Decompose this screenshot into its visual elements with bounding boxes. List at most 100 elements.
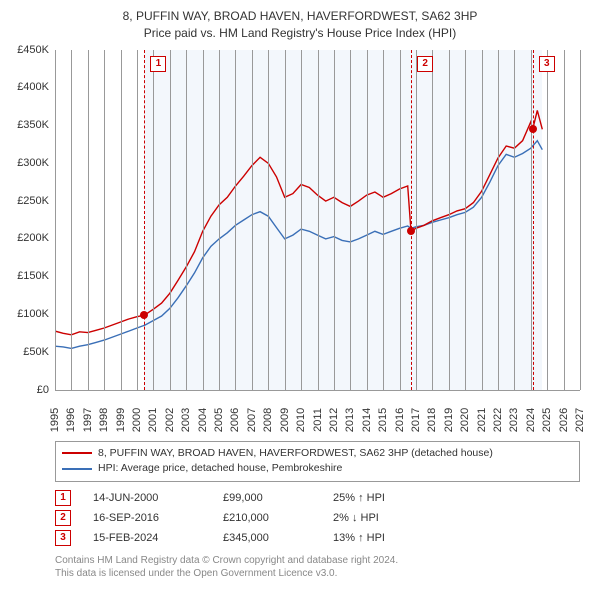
x-gridline <box>235 50 236 390</box>
x-gridline <box>121 50 122 390</box>
chart-area: £0£50K£100K£150K£200K£250K£300K£350K£400… <box>55 50 580 391</box>
event-date: 16-SEP-2016 <box>93 512 223 524</box>
legend-label: 8, PUFFIN WAY, BROAD HAVEN, HAVERFORDWES… <box>98 446 493 462</box>
x-tick-label: 2014 <box>361 407 373 431</box>
x-gridline <box>268 50 269 390</box>
x-gridline <box>367 50 368 390</box>
marker-badge: 1 <box>150 56 166 72</box>
legend-item: HPI: Average price, detached house, Pemb… <box>62 461 573 477</box>
footer: Contains HM Land Registry data © Crown c… <box>55 554 580 580</box>
event-badge: 3 <box>55 530 71 546</box>
x-gridline <box>203 50 204 390</box>
x-tick-label: 2007 <box>246 407 258 431</box>
x-tick-label: 2000 <box>131 407 143 431</box>
x-gridline <box>514 50 515 390</box>
event-price: £99,000 <box>223 492 333 504</box>
x-gridline <box>170 50 171 390</box>
x-gridline <box>318 50 319 390</box>
event-price: £210,000 <box>223 512 333 524</box>
x-tick-label: 2013 <box>344 407 356 431</box>
x-tick-label: 2021 <box>476 407 488 431</box>
x-tick-label: 1998 <box>98 407 110 431</box>
event-row: 3 15-FEB-2024£345,00013% ↑ HPI <box>55 528 580 548</box>
title-line1: 8, PUFFIN WAY, BROAD HAVEN, HAVERFORDWES… <box>0 8 600 25</box>
x-gridline <box>252 50 253 390</box>
x-gridline <box>432 50 433 390</box>
x-gridline <box>285 50 286 390</box>
x-gridline <box>383 50 384 390</box>
x-tick-label: 2001 <box>147 407 159 431</box>
x-gridline <box>104 50 105 390</box>
legend-swatch <box>62 468 92 470</box>
x-gridline <box>71 50 72 390</box>
x-tick-label: 1997 <box>82 407 94 431</box>
chart-container: 8, PUFFIN WAY, BROAD HAVEN, HAVERFORDWES… <box>0 0 600 590</box>
series-line <box>55 140 542 348</box>
marker-badge: 2 <box>417 56 433 72</box>
x-gridline <box>137 50 138 390</box>
title-line2: Price paid vs. HM Land Registry's House … <box>0 25 600 42</box>
event-row: 2 16-SEP-2016£210,0002% ↓ HPI <box>55 508 580 528</box>
x-tick-label: 2016 <box>394 407 406 431</box>
x-tick-label: 1999 <box>115 407 127 431</box>
x-tick-label: 2005 <box>213 407 225 431</box>
marker-line <box>144 50 145 390</box>
x-gridline <box>482 50 483 390</box>
x-gridline <box>498 50 499 390</box>
y-tick-label: £200K <box>17 232 49 244</box>
x-gridline <box>219 50 220 390</box>
event-pct: 25% ↑ HPI <box>333 492 580 504</box>
x-tick-label: 2023 <box>508 407 520 431</box>
footer-line2: This data is licensed under the Open Gov… <box>55 567 580 580</box>
y-tick-label: £50K <box>23 346 49 358</box>
x-gridline <box>547 50 548 390</box>
event-date: 14-JUN-2000 <box>93 492 223 504</box>
x-gridline <box>153 50 154 390</box>
event-date: 15-FEB-2024 <box>93 532 223 544</box>
x-tick-label: 2025 <box>541 407 553 431</box>
marker-dot <box>140 311 148 319</box>
x-gridline <box>531 50 532 390</box>
event-row: 114-JUN-2000£99,00025% ↑ HPI <box>55 488 580 508</box>
y-tick-label: £250K <box>17 195 49 207</box>
x-gridline <box>301 50 302 390</box>
x-gridline <box>449 50 450 390</box>
x-gridline <box>564 50 565 390</box>
x-tick-label: 2012 <box>328 407 340 431</box>
x-gridline <box>400 50 401 390</box>
x-gridline <box>350 50 351 390</box>
y-tick-label: £100K <box>17 308 49 320</box>
legend: 8, PUFFIN WAY, BROAD HAVEN, HAVERFORDWES… <box>55 441 580 483</box>
legend-item: 8, PUFFIN WAY, BROAD HAVEN, HAVERFORDWES… <box>62 446 573 462</box>
x-tick-label: 2020 <box>459 407 471 431</box>
event-badge: 2 <box>55 510 71 526</box>
series-line <box>55 110 542 334</box>
x-tick-label: 2026 <box>558 407 570 431</box>
marker-dot <box>529 125 537 133</box>
event-pct: 2% ↓ HPI <box>333 512 580 524</box>
x-tick-label: 2010 <box>295 407 307 431</box>
y-tick-label: £450K <box>17 44 49 56</box>
x-tick-label: 2009 <box>279 407 291 431</box>
x-gridline <box>55 50 56 390</box>
y-tick-label: £300K <box>17 157 49 169</box>
legend-swatch <box>62 452 92 454</box>
x-tick-label: 1996 <box>65 407 77 431</box>
x-tick-label: 2015 <box>377 407 389 431</box>
x-tick-label: 2003 <box>180 407 192 431</box>
x-tick-label: 2027 <box>574 407 586 431</box>
x-gridline <box>186 50 187 390</box>
legend-label: HPI: Average price, detached house, Pemb… <box>98 461 342 477</box>
x-gridline <box>88 50 89 390</box>
x-gridline <box>465 50 466 390</box>
x-tick-label: 2022 <box>492 407 504 431</box>
y-tick-label: £150K <box>17 270 49 282</box>
marker-line <box>533 50 534 390</box>
event-pct: 13% ↑ HPI <box>333 532 580 544</box>
y-tick-label: £350K <box>17 119 49 131</box>
marker-badge: 3 <box>539 56 555 72</box>
event-price: £345,000 <box>223 532 333 544</box>
x-tick-label: 2018 <box>426 407 438 431</box>
marker-dot <box>407 227 415 235</box>
x-tick-label: 2024 <box>525 407 537 431</box>
